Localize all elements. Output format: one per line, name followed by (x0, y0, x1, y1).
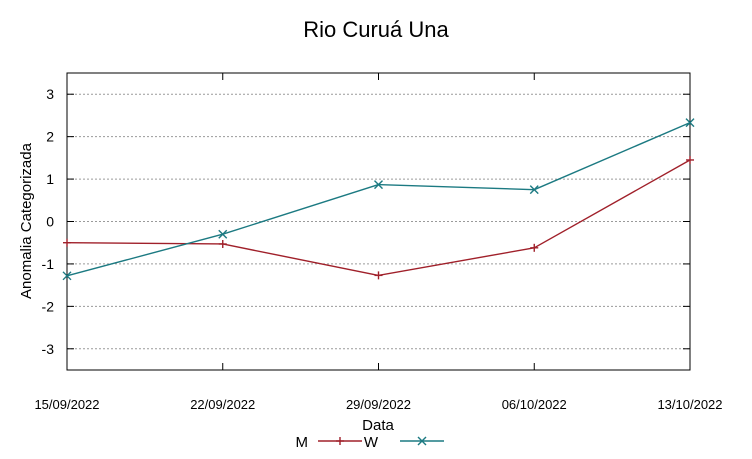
x-tick-label: 29/09/2022 (346, 397, 411, 412)
series-w-marker (685, 118, 695, 128)
y-tick-label: -3 (42, 341, 55, 357)
series-w-marker (218, 229, 228, 239)
x-tick-label: 06/10/2022 (502, 397, 567, 412)
series-w-marker (529, 185, 539, 195)
x-tick-label: 13/10/2022 (657, 397, 722, 412)
y-axis-ticks: -3 -2 -1 0 1 2 3 (42, 86, 690, 357)
series-m-line (66, 159, 691, 277)
chart-title: Rio Curuá Una (303, 17, 449, 42)
legend-label-m: M (296, 434, 309, 451)
series-w-line (66, 121, 691, 277)
x-tick-label: 15/09/2022 (34, 397, 99, 412)
y-tick-label: -1 (42, 256, 55, 272)
x-axis-label: Data (362, 417, 394, 434)
x-axis-ticks: 15/09/2022 22/09/2022 29/09/2022 06/10/2022… (34, 73, 723, 412)
y-tick-label: -2 (42, 298, 55, 314)
y-axis-label: Anomalia Categorizada (18, 142, 35, 299)
series-w-marker (62, 271, 72, 281)
y-tick-label: 0 (46, 214, 54, 230)
y-tick-label: 3 (46, 86, 54, 102)
legend-label-w: W (364, 434, 379, 451)
series-layer (62, 118, 695, 281)
y-tick-label: 1 (46, 171, 54, 187)
grid-lines (67, 93, 690, 350)
y-tick-label: 2 (46, 129, 54, 145)
x-tick-label: 22/09/2022 (190, 397, 255, 412)
series-w-marker (374, 180, 383, 190)
series-w-marker (417, 436, 427, 446)
